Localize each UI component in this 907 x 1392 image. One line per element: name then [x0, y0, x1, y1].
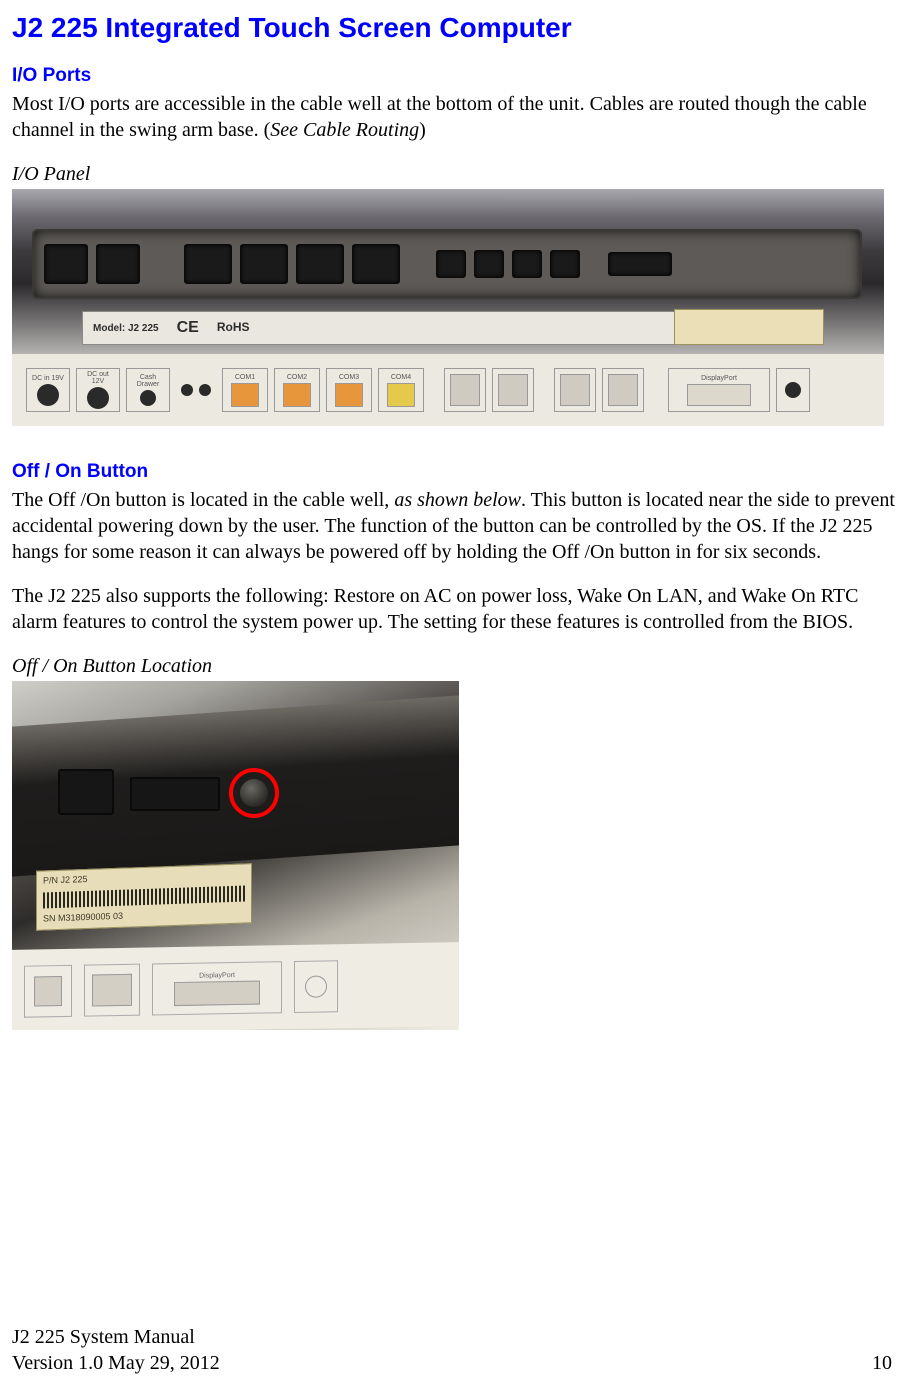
usb-port	[474, 250, 504, 278]
page-number: 10	[872, 1350, 892, 1376]
footer-line1: J2 225 System Manual	[12, 1324, 220, 1350]
dc-in-jack	[44, 244, 88, 284]
power-symbol-icon	[785, 382, 801, 398]
mic-jack-icon	[199, 384, 211, 396]
com3-box: COM3	[326, 368, 372, 412]
power-box-side	[294, 960, 338, 1013]
usb-box-side	[24, 965, 72, 1018]
usb-stack-icon	[450, 374, 480, 406]
ethernet-port-side	[58, 769, 114, 815]
lan-icon	[608, 374, 638, 406]
com3-rj-icon	[335, 383, 363, 407]
io-ports-body: Most I/O ports are accessible in the cab…	[12, 91, 899, 143]
com-port-4	[352, 244, 400, 284]
displayport-box: DisplayPort	[668, 368, 770, 412]
io-ports-heading: I/O Ports	[12, 64, 899, 89]
usb-port	[436, 250, 466, 278]
ethernet-port	[96, 244, 140, 284]
off-on-heading: Off / On Button	[12, 460, 899, 485]
io-metal-plate	[32, 229, 862, 299]
para1-pre: The Off /On button is located in the cab…	[12, 489, 394, 511]
com-port-3	[296, 244, 344, 284]
io-body-post: )	[419, 119, 426, 141]
barcode-icon	[43, 885, 245, 908]
usb-stack-icon	[560, 374, 590, 406]
dc-in-hole-icon	[37, 384, 59, 406]
sn-text: SN M318090005 03	[43, 907, 245, 926]
io-body-pre: Most I/O ports are accessible in the cab…	[12, 93, 867, 141]
com2-box: COM2	[274, 368, 320, 412]
serial-sticker-closeup: P/N J2 225 SN M318090005 03	[36, 863, 252, 931]
com2-rj-icon	[283, 383, 311, 407]
com-port-2	[240, 244, 288, 284]
pn-text: P/N J2 225	[43, 868, 245, 887]
usb-box-1	[444, 368, 486, 412]
power-symbol-box	[776, 368, 810, 412]
com-port-1	[184, 244, 232, 284]
ce-mark: CE	[177, 318, 199, 339]
io-body-italic: See Cable Routing	[270, 119, 419, 141]
displayport-side	[130, 777, 220, 811]
para1-italic: as shown below	[394, 489, 521, 511]
com4-label: COM4	[391, 374, 411, 381]
com1-label: COM1	[235, 374, 255, 381]
rohs-mark: RoHS	[217, 320, 250, 336]
lan-icon	[92, 974, 132, 1007]
displayport-icon	[687, 384, 751, 406]
lan-box	[602, 368, 644, 412]
displayport-box-side: DisplayPort	[152, 961, 282, 1015]
com2-label: COM2	[287, 374, 307, 381]
com4-rj-icon	[387, 383, 415, 407]
io-bottom-label-strip: DC in 19V DC out 12V Cash Drawer COM1	[12, 354, 884, 426]
serial-number-sticker	[674, 309, 824, 345]
model-label: Model: J2 225	[93, 322, 159, 335]
com1-rj-icon	[231, 383, 259, 407]
audio-label-box	[176, 368, 216, 412]
section-off-on: Off / On Button The Off /On button is lo…	[12, 460, 899, 1030]
io-panel-photo: Model: J2 225 CE RoHS DC in 19V DC out 1…	[12, 189, 884, 426]
off-on-para2: The J2 225 also supports the following: …	[12, 583, 899, 635]
footer-left: J2 225 System Manual Version 1.0 May 29,…	[12, 1324, 220, 1376]
page-title: J2 225 Integrated Touch Screen Computer	[12, 10, 899, 46]
lan-box-side	[84, 963, 140, 1016]
usb-icon	[34, 976, 62, 1006]
dc-in-label-box: DC in 19V	[26, 368, 70, 412]
com1-box: COM1	[222, 368, 268, 412]
page-footer: J2 225 System Manual Version 1.0 May 29,…	[12, 1324, 892, 1376]
cash-drawer-label-box: Cash Drawer	[126, 368, 170, 412]
section-io-ports: I/O Ports Most I/O ports are accessible …	[12, 64, 899, 426]
io-panel-caption: I/O Panel	[12, 161, 899, 187]
dc-out-hole-icon	[87, 387, 109, 409]
red-highlight-circle	[229, 768, 279, 818]
displayport-label-side: DisplayPort	[199, 971, 235, 979]
cash-drawer-hole-icon	[140, 390, 156, 406]
usb-stack-icon	[498, 374, 528, 406]
displayport-port	[608, 252, 672, 276]
usb-box-2	[492, 368, 534, 412]
displayport-icon	[174, 980, 260, 1006]
com4-box: COM4	[378, 368, 424, 412]
usb-port	[512, 250, 542, 278]
power-icon	[305, 975, 327, 997]
dc-out-label: DC out 12V	[81, 371, 115, 385]
off-on-para1: The Off /On button is located in the cab…	[12, 487, 899, 565]
dc-in-label: DC in 19V	[32, 375, 64, 382]
usb-port	[550, 250, 580, 278]
usb-box-3	[554, 368, 596, 412]
footer-line2: Version 1.0 May 29, 2012	[12, 1350, 220, 1376]
power-button-photo: P/N J2 225 SN M318090005 03 DisplayPort	[12, 681, 459, 1030]
displayport-label: DisplayPort	[701, 375, 737, 382]
dc-out-label-box: DC out 12V	[76, 368, 120, 412]
power-bottom-strip: DisplayPort	[12, 942, 459, 1030]
cash-drawer-label: Cash Drawer	[131, 374, 165, 388]
headphone-jack-icon	[181, 384, 193, 396]
com3-label: COM3	[339, 374, 359, 381]
off-on-caption: Off / On Button Location	[12, 653, 899, 679]
